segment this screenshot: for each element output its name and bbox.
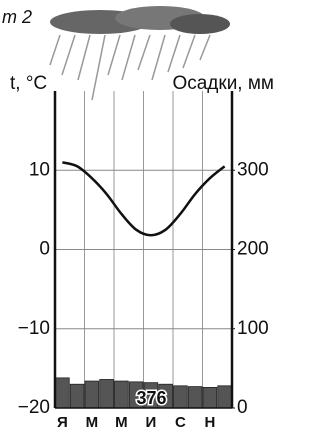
y-axis-label: t, °C (10, 73, 47, 94)
y-tick-label: 0 (39, 239, 50, 260)
annual-precipitation: 376 (136, 388, 166, 408)
x-tick-label: Н (204, 414, 215, 431)
x-tick-label: М (86, 414, 99, 431)
chart: т 2 t, °C Осадки, мм −20−100100100200300… (0, 0, 277, 433)
figure-label: т 2 (2, 7, 32, 27)
precip-bar (70, 384, 84, 408)
precip-bar (188, 387, 202, 408)
page: т 2 t, °C Осадки, мм −20−100100100200300… (0, 0, 320, 433)
y2-tick-label: 100 (237, 318, 269, 339)
precip-bar (56, 378, 70, 408)
y-tick-label: 10 (29, 159, 50, 180)
y2-axis-label: Осадки, мм (172, 73, 274, 94)
x-tick-label: С (175, 414, 186, 431)
y-tick-label: −20 (18, 397, 50, 418)
x-tick-label: И (145, 414, 156, 431)
precip-bar (174, 386, 188, 408)
y-tick-label: −10 (18, 318, 50, 339)
x-tick-label: Я (57, 414, 68, 431)
precip-bar (100, 379, 114, 408)
precip-bar (85, 381, 99, 408)
y2-tick-label: 0 (237, 397, 248, 418)
precip-bar (203, 387, 217, 408)
precip-bar (218, 386, 232, 408)
y2-tick-label: 300 (237, 159, 269, 180)
y2-tick-label: 200 (237, 239, 269, 260)
precip-bar (115, 381, 129, 408)
x-tick-label: М (115, 414, 128, 431)
